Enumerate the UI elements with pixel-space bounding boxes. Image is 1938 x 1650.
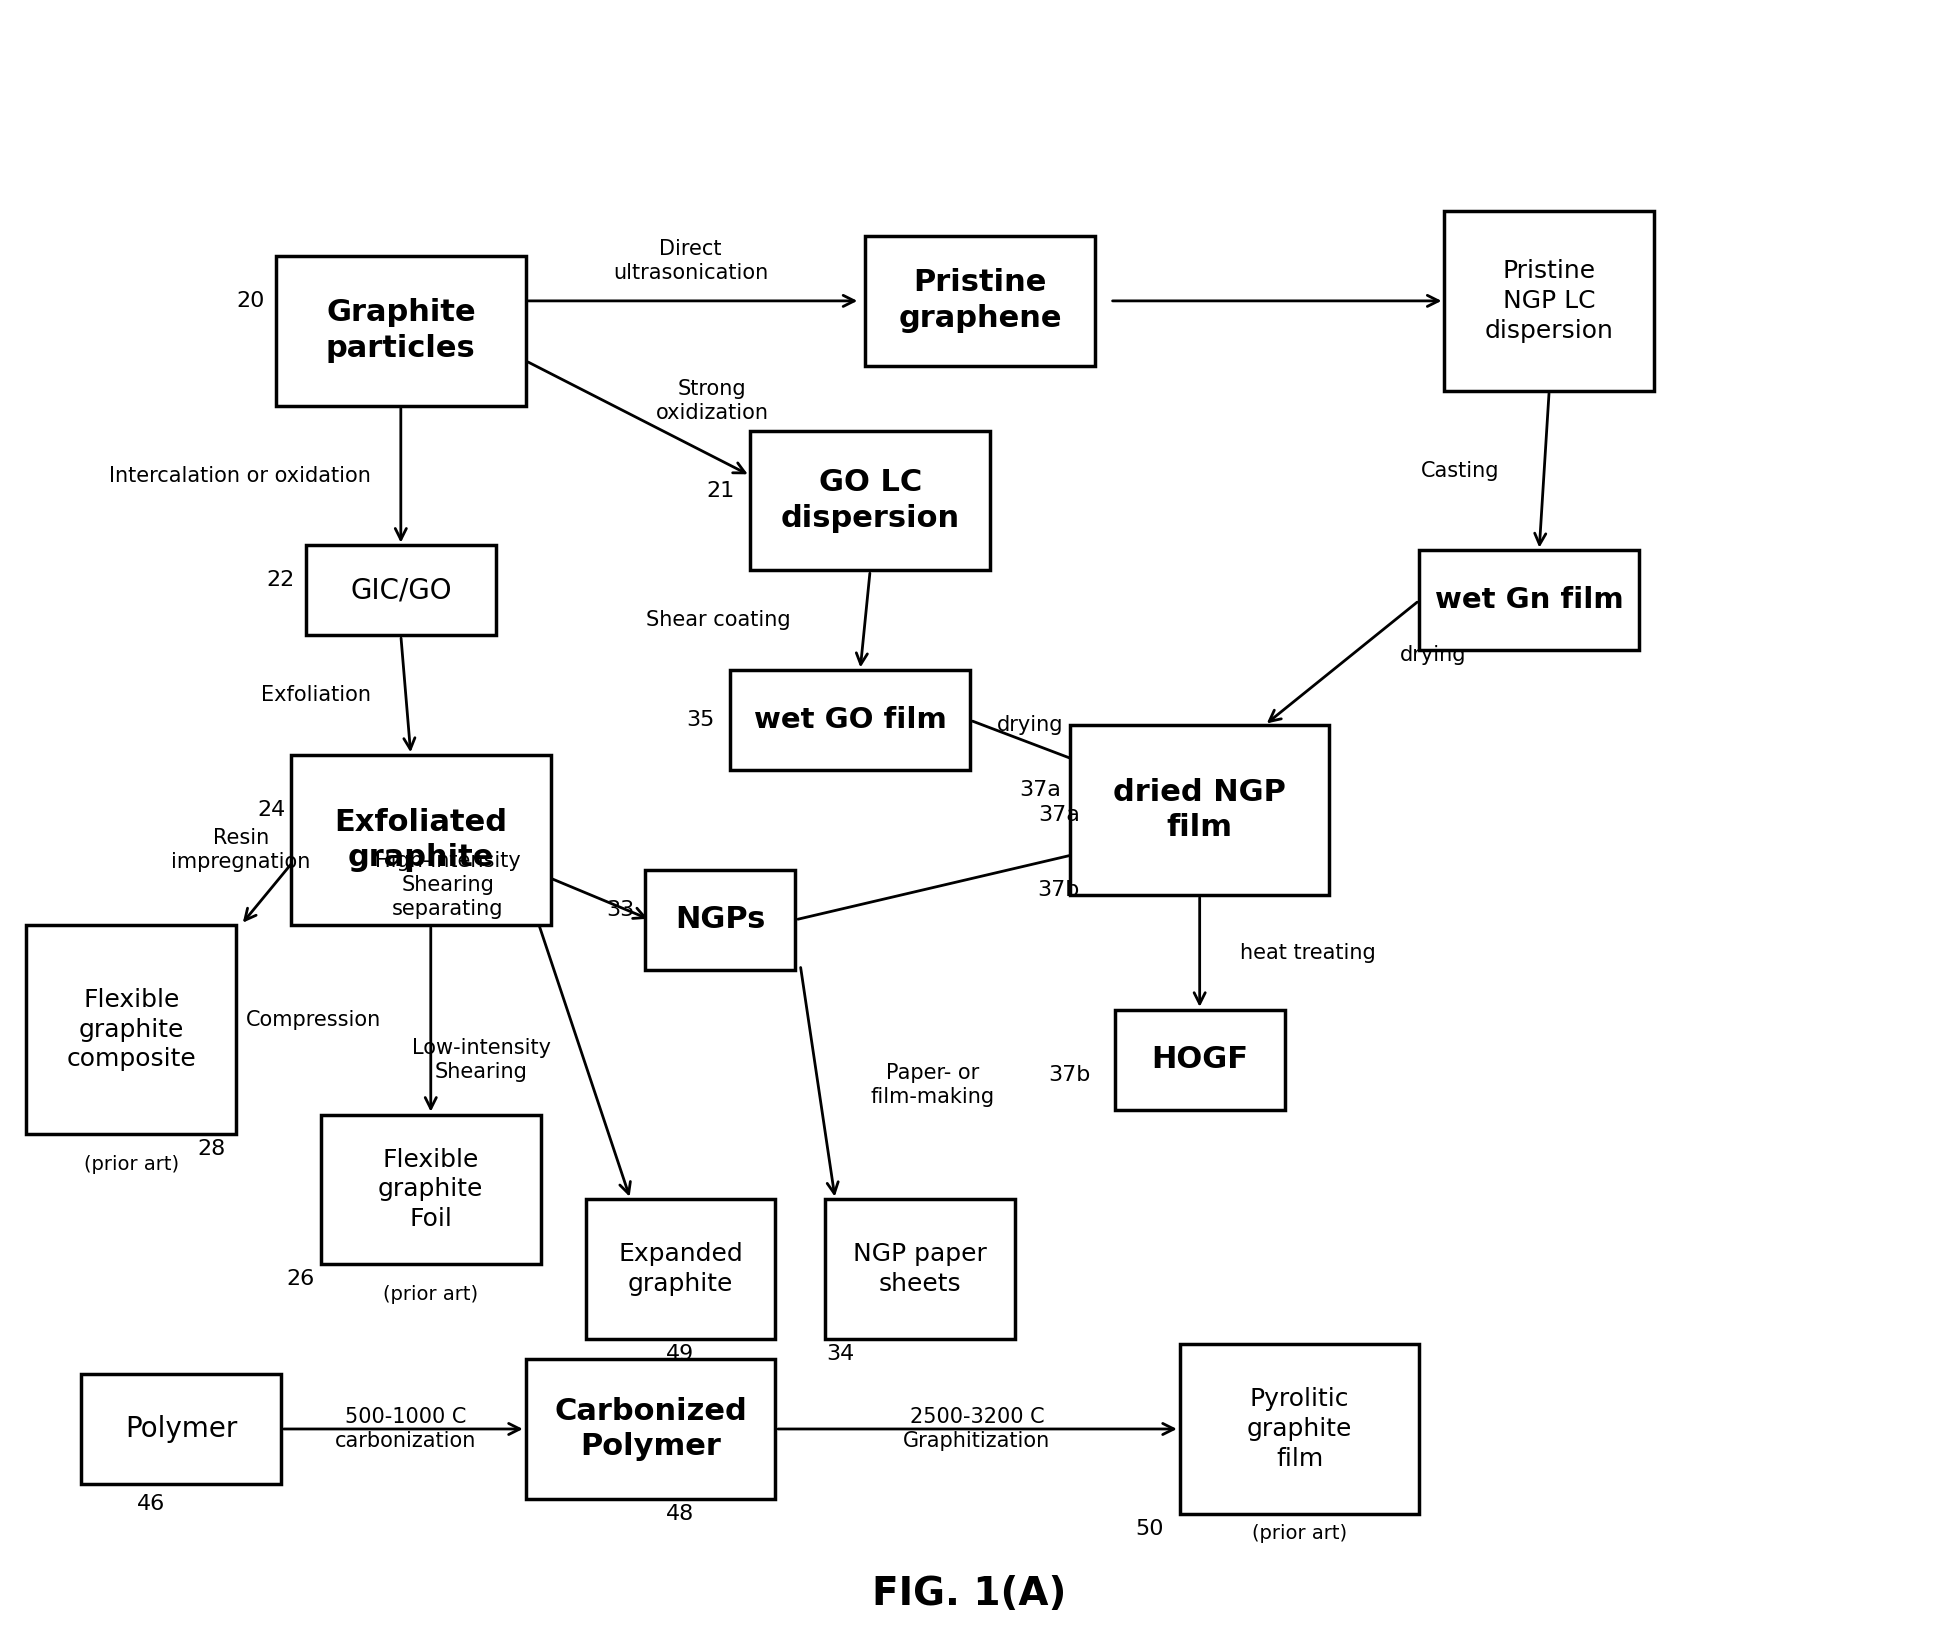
Text: drying: drying <box>996 714 1064 736</box>
Text: dried NGP
film: dried NGP film <box>1112 777 1287 843</box>
Text: 26: 26 <box>287 1269 316 1289</box>
Text: (prior art): (prior art) <box>384 1285 479 1304</box>
Text: 37a: 37a <box>1019 780 1060 800</box>
Text: Flexible
graphite
Foil: Flexible graphite Foil <box>378 1148 483 1231</box>
Bar <box>1419 551 1640 650</box>
Text: 28: 28 <box>198 1140 225 1160</box>
Bar <box>826 1200 1016 1340</box>
Text: 500-1000 C
carbonization: 500-1000 C carbonization <box>335 1407 477 1450</box>
Text: 37b: 37b <box>1048 1064 1091 1084</box>
Text: Exfoliated
graphite: Exfoliated graphite <box>333 807 508 873</box>
Text: 22: 22 <box>267 571 295 591</box>
Text: Intercalation or oxidation: Intercalation or oxidation <box>109 465 370 485</box>
Text: 2500-3200 C
Graphitization: 2500-3200 C Graphitization <box>903 1407 1050 1450</box>
Text: wet Gn film: wet Gn film <box>1434 586 1624 614</box>
Text: Graphite
particles: Graphite particles <box>326 299 475 363</box>
Text: Compression: Compression <box>246 1010 382 1030</box>
Text: Direct
ultrasonication: Direct ultrasonication <box>612 239 767 282</box>
Bar <box>1180 1345 1419 1513</box>
Text: FIG. 1(A): FIG. 1(A) <box>872 1574 1066 1612</box>
Text: 37a: 37a <box>1039 805 1079 825</box>
Text: 34: 34 <box>826 1345 855 1365</box>
Bar <box>275 256 525 406</box>
Text: wet GO film: wet GO film <box>754 706 946 734</box>
Text: NGPs: NGPs <box>674 906 766 934</box>
Text: 37b: 37b <box>1037 879 1079 899</box>
Text: Paper- or
film-making: Paper- or film-making <box>870 1063 994 1107</box>
Text: Resin
impregnation: Resin impregnation <box>171 828 310 871</box>
Text: 50: 50 <box>1136 1518 1165 1539</box>
Bar <box>27 926 236 1135</box>
Text: 35: 35 <box>686 710 715 731</box>
Text: 20: 20 <box>236 290 266 310</box>
Bar <box>306 546 496 635</box>
Bar <box>291 756 550 926</box>
Text: Carbonized
Polymer: Carbonized Polymer <box>554 1396 746 1462</box>
Text: Exfoliation: Exfoliation <box>262 685 370 705</box>
Text: HOGF: HOGF <box>1151 1044 1248 1074</box>
Text: Casting: Casting <box>1421 460 1500 480</box>
Text: 46: 46 <box>138 1493 165 1513</box>
Text: 21: 21 <box>705 480 735 500</box>
Bar <box>750 431 990 571</box>
Text: Shear coating: Shear coating <box>645 610 791 630</box>
Bar <box>1444 211 1653 391</box>
Text: Strong
oxidization: Strong oxidization <box>655 380 769 422</box>
Text: 24: 24 <box>258 800 285 820</box>
Bar <box>1070 724 1329 894</box>
Bar <box>322 1114 541 1264</box>
Text: Flexible
graphite
composite: Flexible graphite composite <box>66 988 196 1071</box>
Bar <box>585 1200 775 1340</box>
Text: drying: drying <box>1399 645 1465 665</box>
Text: Pristine
NGP LC
dispersion: Pristine NGP LC dispersion <box>1485 259 1614 343</box>
Text: GIC/GO: GIC/GO <box>351 576 452 604</box>
Text: Pyrolitic
graphite
film: Pyrolitic graphite film <box>1246 1388 1353 1470</box>
Text: heat treating: heat treating <box>1240 942 1376 964</box>
Bar <box>525 1360 775 1498</box>
Text: High-intensity
Shearing
separating: High-intensity Shearing separating <box>374 851 521 919</box>
Bar <box>81 1374 281 1483</box>
Text: 48: 48 <box>667 1503 694 1525</box>
Text: (prior art): (prior art) <box>83 1155 178 1173</box>
Text: 33: 33 <box>607 899 634 919</box>
Text: Expanded
graphite: Expanded graphite <box>618 1242 742 1297</box>
Text: Pristine
graphene: Pristine graphene <box>897 269 1062 333</box>
Text: NGP paper
sheets: NGP paper sheets <box>853 1242 986 1297</box>
Text: GO LC
dispersion: GO LC dispersion <box>781 469 959 533</box>
Bar <box>1114 1010 1285 1109</box>
Text: 49: 49 <box>667 1345 694 1365</box>
Text: Polymer: Polymer <box>124 1416 236 1444</box>
Bar <box>731 670 971 771</box>
Bar <box>864 236 1095 366</box>
Text: Low-intensity
Shearing: Low-intensity Shearing <box>411 1038 550 1082</box>
Bar <box>645 870 795 970</box>
Text: (prior art): (prior art) <box>1252 1525 1347 1543</box>
